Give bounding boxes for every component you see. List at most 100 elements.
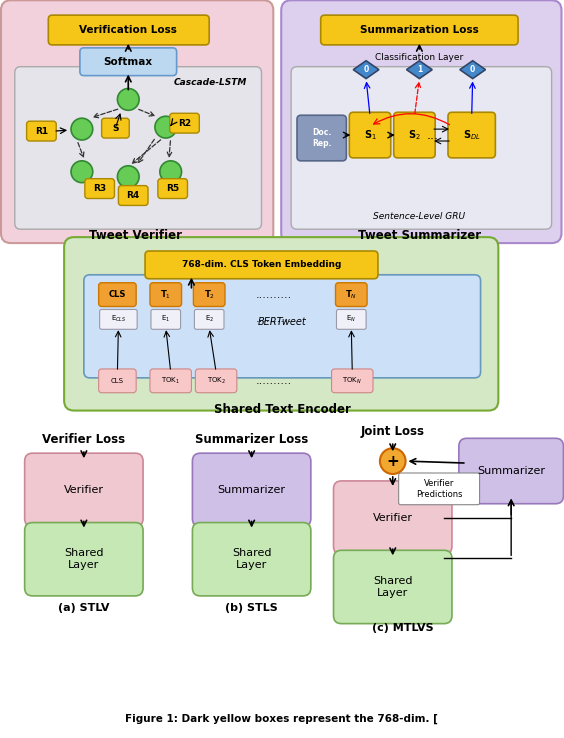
FancyBboxPatch shape bbox=[99, 369, 136, 393]
Circle shape bbox=[380, 448, 406, 474]
Text: R4: R4 bbox=[126, 191, 140, 200]
Text: E$_1$: E$_1$ bbox=[161, 314, 170, 325]
Text: E$_2$: E$_2$ bbox=[205, 314, 214, 325]
FancyBboxPatch shape bbox=[84, 275, 481, 378]
Text: 768-dim. CLS Token Embedding: 768-dim. CLS Token Embedding bbox=[182, 261, 341, 269]
Text: Cascade-LSTM: Cascade-LSTM bbox=[174, 78, 247, 87]
FancyBboxPatch shape bbox=[85, 179, 114, 199]
FancyBboxPatch shape bbox=[349, 112, 391, 158]
Text: 0: 0 bbox=[363, 65, 369, 74]
Text: CLS: CLS bbox=[111, 378, 124, 384]
Text: S$_1$: S$_1$ bbox=[364, 128, 376, 142]
Text: Classification Layer: Classification Layer bbox=[375, 53, 464, 62]
FancyBboxPatch shape bbox=[15, 66, 262, 230]
Text: R5: R5 bbox=[166, 184, 179, 193]
Text: ...: ... bbox=[426, 128, 438, 142]
FancyBboxPatch shape bbox=[195, 369, 237, 393]
FancyBboxPatch shape bbox=[102, 118, 129, 138]
FancyBboxPatch shape bbox=[100, 309, 137, 329]
FancyBboxPatch shape bbox=[195, 309, 224, 329]
Text: TOK$_1$: TOK$_1$ bbox=[161, 376, 180, 386]
Text: (a) STLV: (a) STLV bbox=[58, 603, 109, 613]
Text: E$_N$: E$_N$ bbox=[346, 314, 356, 325]
Text: Summarizer Loss: Summarizer Loss bbox=[195, 432, 309, 446]
FancyBboxPatch shape bbox=[459, 438, 563, 504]
Text: R1: R1 bbox=[35, 127, 48, 136]
FancyBboxPatch shape bbox=[394, 112, 435, 158]
FancyBboxPatch shape bbox=[337, 309, 366, 329]
Text: Verification Loss: Verification Loss bbox=[80, 25, 177, 35]
FancyBboxPatch shape bbox=[158, 179, 187, 199]
FancyBboxPatch shape bbox=[150, 369, 191, 393]
FancyBboxPatch shape bbox=[297, 115, 346, 161]
Text: R2: R2 bbox=[178, 119, 191, 128]
FancyBboxPatch shape bbox=[25, 453, 143, 526]
Circle shape bbox=[71, 161, 92, 182]
FancyBboxPatch shape bbox=[151, 309, 180, 329]
Text: S$_{DL}$: S$_{DL}$ bbox=[463, 128, 481, 142]
FancyBboxPatch shape bbox=[170, 113, 199, 133]
FancyBboxPatch shape bbox=[321, 15, 518, 45]
Text: S: S bbox=[112, 124, 118, 133]
Text: Softmax: Softmax bbox=[104, 57, 153, 66]
Text: Joint Loss: Joint Loss bbox=[361, 425, 425, 438]
Circle shape bbox=[117, 89, 139, 110]
FancyBboxPatch shape bbox=[145, 251, 378, 279]
Text: Verifier Loss: Verifier Loss bbox=[42, 432, 125, 446]
FancyBboxPatch shape bbox=[333, 481, 452, 554]
FancyBboxPatch shape bbox=[336, 283, 367, 306]
Circle shape bbox=[71, 118, 92, 140]
Text: TOK$_2$: TOK$_2$ bbox=[206, 376, 226, 386]
Text: Verifier: Verifier bbox=[64, 485, 104, 495]
Polygon shape bbox=[460, 61, 486, 78]
Text: Doc.
Rep.: Doc. Rep. bbox=[312, 128, 332, 148]
Text: 0: 0 bbox=[470, 65, 475, 74]
FancyBboxPatch shape bbox=[193, 283, 225, 306]
Text: TOK$_N$: TOK$_N$ bbox=[342, 376, 362, 386]
FancyBboxPatch shape bbox=[448, 112, 495, 158]
Text: Shared Text Encoder: Shared Text Encoder bbox=[214, 403, 351, 416]
FancyBboxPatch shape bbox=[281, 0, 562, 243]
Text: Verifier: Verifier bbox=[373, 513, 413, 523]
FancyBboxPatch shape bbox=[49, 15, 209, 45]
FancyBboxPatch shape bbox=[64, 237, 499, 410]
FancyBboxPatch shape bbox=[27, 121, 56, 141]
Text: Tweet Verifier: Tweet Verifier bbox=[89, 229, 182, 241]
Text: ..........: .......... bbox=[256, 314, 293, 325]
Text: Tweet Summarizer: Tweet Summarizer bbox=[358, 229, 481, 241]
Text: Summarization Loss: Summarization Loss bbox=[360, 25, 479, 35]
FancyBboxPatch shape bbox=[99, 283, 136, 306]
Text: S$_2$: S$_2$ bbox=[408, 128, 421, 142]
Text: (b) STLS: (b) STLS bbox=[225, 603, 278, 613]
FancyBboxPatch shape bbox=[333, 551, 452, 624]
FancyBboxPatch shape bbox=[192, 523, 311, 596]
Text: Summarizer: Summarizer bbox=[477, 466, 545, 476]
FancyBboxPatch shape bbox=[118, 185, 148, 205]
Text: BERTweet: BERTweet bbox=[258, 317, 307, 328]
Text: E$_{CLS}$: E$_{CLS}$ bbox=[111, 314, 126, 325]
Text: Shared
Layer: Shared Layer bbox=[232, 548, 271, 570]
Circle shape bbox=[160, 161, 182, 182]
Text: Shared
Layer: Shared Layer bbox=[373, 576, 412, 598]
FancyBboxPatch shape bbox=[1, 0, 274, 243]
Text: ..........: .......... bbox=[256, 376, 293, 386]
Text: Shared
Layer: Shared Layer bbox=[64, 548, 104, 570]
Text: CLS: CLS bbox=[109, 290, 126, 299]
FancyBboxPatch shape bbox=[399, 473, 479, 505]
Text: (c) MTLVS: (c) MTLVS bbox=[372, 623, 433, 632]
Text: T$_2$: T$_2$ bbox=[204, 289, 215, 301]
FancyBboxPatch shape bbox=[332, 369, 373, 393]
Text: Figure 1: Dark yellow boxes represent the 768-dim. [: Figure 1: Dark yellow boxes represent th… bbox=[125, 714, 438, 724]
Circle shape bbox=[117, 166, 139, 187]
Text: Sentence-Level GRU: Sentence-Level GRU bbox=[373, 212, 465, 221]
Text: 1: 1 bbox=[417, 65, 422, 74]
Text: +: + bbox=[386, 454, 399, 469]
FancyBboxPatch shape bbox=[150, 283, 182, 306]
Circle shape bbox=[155, 116, 177, 138]
Text: Summarizer: Summarizer bbox=[218, 485, 285, 495]
Text: T$_N$: T$_N$ bbox=[345, 289, 358, 301]
Text: Verifier
Predictions: Verifier Predictions bbox=[416, 479, 462, 499]
Polygon shape bbox=[353, 61, 379, 78]
FancyBboxPatch shape bbox=[291, 66, 552, 230]
FancyBboxPatch shape bbox=[25, 523, 143, 596]
